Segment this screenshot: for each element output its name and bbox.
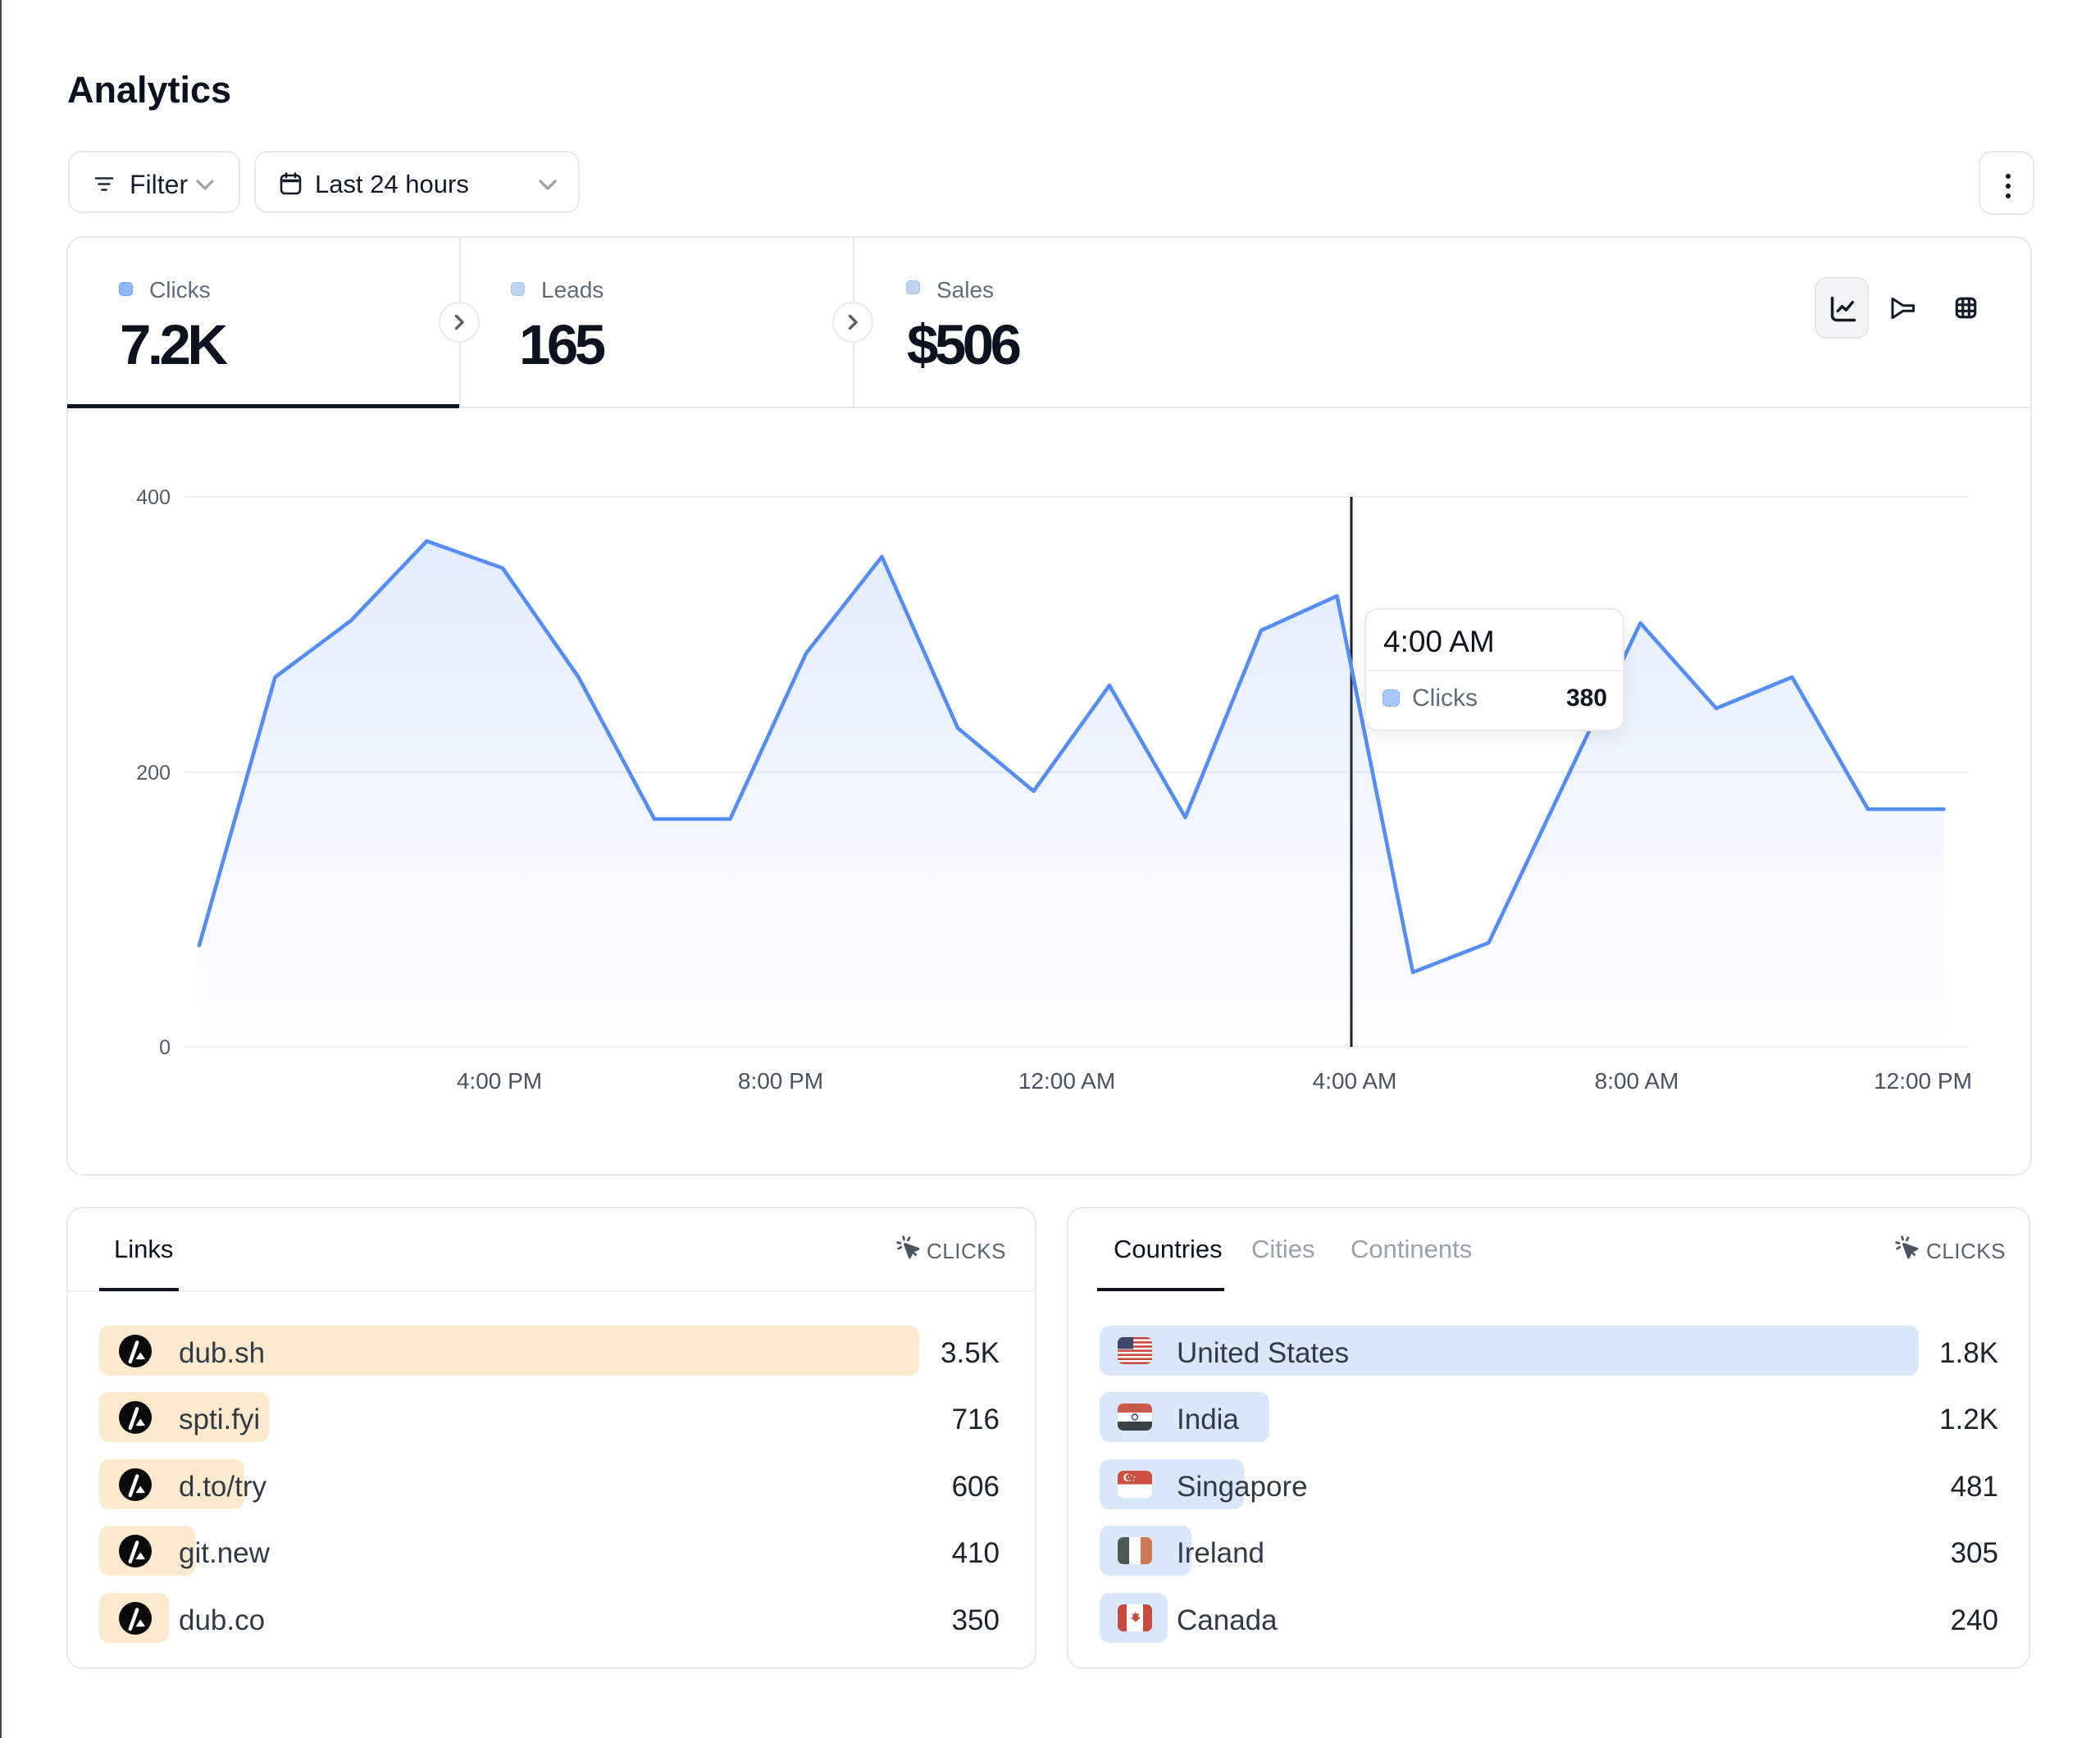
svg-text:8:00 AM: 8:00 AM (1595, 1068, 1679, 1094)
svg-text:200: 200 (136, 762, 171, 785)
svg-text:4:00 AM: 4:00 AM (1313, 1068, 1397, 1094)
svg-text:12:00 PM: 12:00 PM (1874, 1068, 1972, 1094)
svg-text:0: 0 (159, 1036, 171, 1059)
svg-text:400: 400 (136, 486, 171, 509)
svg-text:8:00 PM: 8:00 PM (738, 1068, 823, 1094)
svg-text:12:00 AM: 12:00 AM (1018, 1068, 1115, 1094)
svg-text:4:00 PM: 4:00 PM (457, 1068, 542, 1094)
